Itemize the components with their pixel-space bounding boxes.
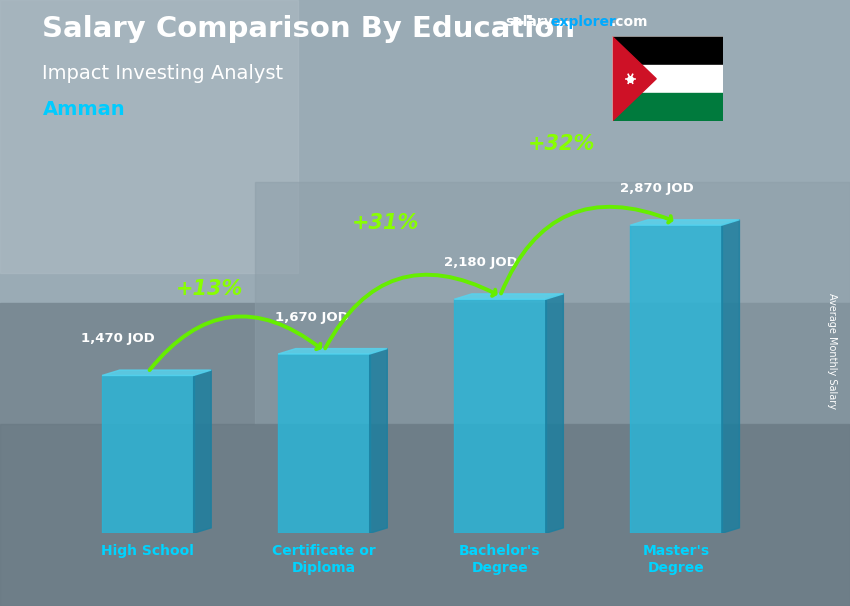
Polygon shape [454,294,564,299]
Text: Average Monthly Salary: Average Monthly Salary [827,293,837,410]
Bar [278,354,370,533]
Text: 2,180 JOD: 2,180 JOD [444,256,518,269]
Polygon shape [278,348,388,354]
Polygon shape [102,370,211,376]
Bar [612,65,722,93]
Text: Salary Comparison By Education: Salary Comparison By Education [42,15,575,43]
Polygon shape [194,370,211,533]
Bar [454,299,546,533]
Polygon shape [370,348,388,533]
Text: 1,670 JOD: 1,670 JOD [275,311,348,324]
Polygon shape [722,220,740,533]
Text: +32%: +32% [528,133,595,153]
Text: +13%: +13% [176,279,243,299]
Bar [102,376,194,533]
Bar [612,93,722,121]
Bar [630,225,722,533]
Bar [0,0,298,273]
Bar [0,424,850,606]
Text: +31%: +31% [352,213,419,233]
Text: Impact Investing Analyst: Impact Investing Analyst [42,64,284,82]
Polygon shape [630,220,740,225]
Bar [0,0,850,303]
Polygon shape [546,294,564,533]
Bar [255,182,850,424]
Text: 1,470 JOD: 1,470 JOD [81,333,155,345]
Text: Amman: Amman [42,100,125,119]
Bar [612,36,722,65]
Text: salary: salary [506,15,553,29]
Text: explorer: explorer [551,15,617,29]
Text: 2,870 JOD: 2,870 JOD [620,182,694,195]
Text: .com: .com [610,15,648,29]
Bar [0,303,850,606]
Polygon shape [612,36,656,121]
